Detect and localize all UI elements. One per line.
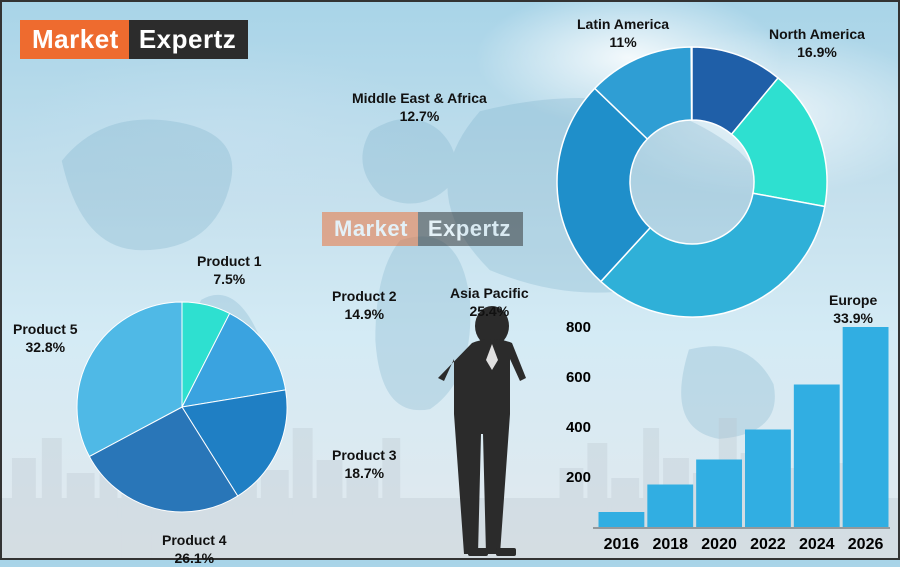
svg-text:2022: 2022 <box>750 536 786 553</box>
region-slice-label: Asia Pacific25.4% <box>450 285 529 320</box>
product-slice-label: Product 318.7% <box>332 447 397 482</box>
region-slice-label: Europe33.9% <box>829 292 877 327</box>
brand-logo-watermark: MarketExpertz <box>322 212 523 246</box>
product-slice-label: Product 532.8% <box>13 321 78 356</box>
logo-part2: Expertz <box>129 20 248 59</box>
region-slice-label: Latin America11% <box>577 16 669 51</box>
products-pie-chart <box>72 297 292 517</box>
svg-text:2018: 2018 <box>652 536 688 553</box>
logo-part1: Market <box>322 212 418 246</box>
region-slice-label: Middle East & Africa12.7% <box>352 90 487 125</box>
svg-text:2016: 2016 <box>604 536 640 553</box>
svg-text:600: 600 <box>566 369 591 386</box>
forecast-bar-chart: 200 400 600 800 2016 2018 2020 2022 2024 2026 <box>542 317 892 557</box>
svg-text:800: 800 <box>566 319 591 336</box>
logo-part2: Expertz <box>418 212 523 246</box>
svg-text:2020: 2020 <box>701 536 737 553</box>
product-slice-label: Product 214.9% <box>332 288 397 323</box>
product-slice-label: Product 17.5% <box>197 253 262 288</box>
logo-part1: Market <box>20 20 129 59</box>
svg-text:2026: 2026 <box>848 536 884 553</box>
regions-donut-chart <box>552 42 832 322</box>
svg-text:200: 200 <box>566 469 591 486</box>
brand-logo: MarketExpertz <box>20 20 248 59</box>
svg-text:400: 400 <box>566 419 591 436</box>
product-slice-label: Product 426.1% <box>162 532 227 567</box>
region-slice-label: North America16.9% <box>769 26 865 61</box>
businessman-silhouette <box>432 298 552 558</box>
svg-text:2024: 2024 <box>799 536 835 553</box>
